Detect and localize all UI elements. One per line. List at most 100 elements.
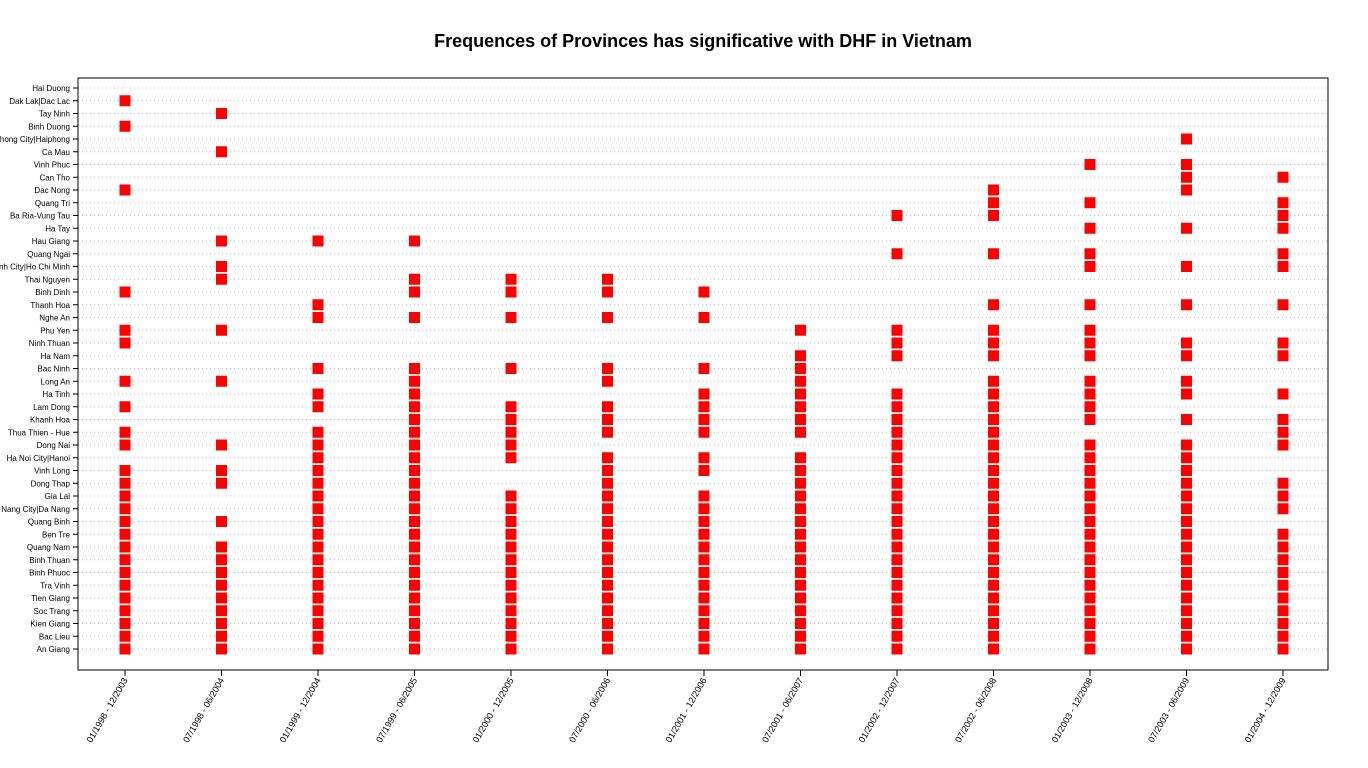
data-point [409,465,420,476]
data-point [1277,222,1289,234]
data-point [698,465,710,476]
data-point [1181,375,1192,387]
data-point [505,273,517,285]
x-tick-label: 07/1999 - 06/2005 [374,676,419,744]
data-point [698,490,710,502]
data-point [409,643,420,655]
x-axis: 01/1998 - 12/2003 07/1998 - 06/2004 01/199… [85,670,1288,744]
data-point [891,567,903,578]
data-point [795,567,806,578]
data-point [795,643,806,655]
data-point [505,286,517,298]
data-point [988,452,999,464]
data-point [891,541,903,553]
data-point [602,541,613,553]
data-point [988,490,999,502]
data-point [1277,439,1289,451]
data-point [795,477,806,489]
data-point [988,337,999,349]
data-point [1181,452,1192,464]
data-point [795,388,806,400]
data-point [505,630,517,642]
data-point [698,452,710,464]
x-tick-label: 07/2002 - 06/2008 [953,676,998,744]
data-point [1084,477,1096,489]
data-point [409,375,420,387]
data-point [1181,490,1192,502]
y-tick-label: Ben Tre [42,530,71,539]
data-point [795,490,806,502]
data-point [891,592,903,604]
data-point [891,630,903,642]
data-point [698,388,710,400]
data-point [1181,439,1192,451]
data-point [1181,184,1192,196]
y-tick-label: Dong Nai [37,441,71,450]
data-point [988,388,999,400]
data-point [891,414,903,425]
data-point [795,579,806,591]
data-point [216,618,227,629]
y-tick-label: Long An [41,377,70,386]
y-tick-label: Bac Lieu [39,632,70,641]
data-point [312,528,324,540]
data-point [312,503,324,515]
data-point [988,528,999,540]
data-point [1084,248,1096,260]
data-point [1084,261,1096,272]
data-point [1084,618,1096,629]
data-point [795,465,806,476]
data-point [119,605,131,617]
data-point [1181,477,1192,489]
data-point [119,465,131,476]
data-point [119,579,131,591]
data-point [312,299,324,311]
data-point [891,643,903,655]
data-point [119,401,131,413]
data-point [988,426,999,438]
data-point [1181,388,1192,400]
data-point [602,273,613,285]
data-point [119,503,131,515]
data-point [602,401,613,413]
data-point [119,477,131,489]
data-point [505,439,517,451]
data-point [988,516,999,527]
data-point [1084,452,1096,464]
data-point [1084,630,1096,642]
data-point [1181,579,1192,591]
data-point [216,465,227,476]
data-point [312,452,324,464]
chart-title: Frequences of Provinces has significativ… [434,31,972,51]
data-point [988,618,999,629]
data-point [795,452,806,464]
data-point [988,350,999,362]
data-point [216,261,227,272]
data-point [795,605,806,617]
data-point [216,324,227,336]
data-point [891,579,903,591]
data-point [312,605,324,617]
data-point [1181,350,1192,362]
data-point [1277,528,1289,540]
data-point [1181,554,1192,566]
y-tick-label: Ha Tinh [42,390,70,399]
data-point [1181,261,1192,272]
data-point [505,579,517,591]
data-point [891,618,903,629]
data-point [988,477,999,489]
data-point [409,401,420,413]
data-point [1277,618,1289,629]
data-point [1277,388,1289,400]
data-point [891,350,903,362]
y-tick-label: Ha Noi City|Hanoi [7,454,71,463]
data-point [505,554,517,566]
y-tick-label: Dong Thap [31,479,71,488]
data-point [312,426,324,438]
data-point [312,401,324,413]
data-point [795,618,806,629]
data-point [602,490,613,502]
data-point [216,235,227,247]
data-point [505,414,517,425]
data-point [505,541,517,553]
